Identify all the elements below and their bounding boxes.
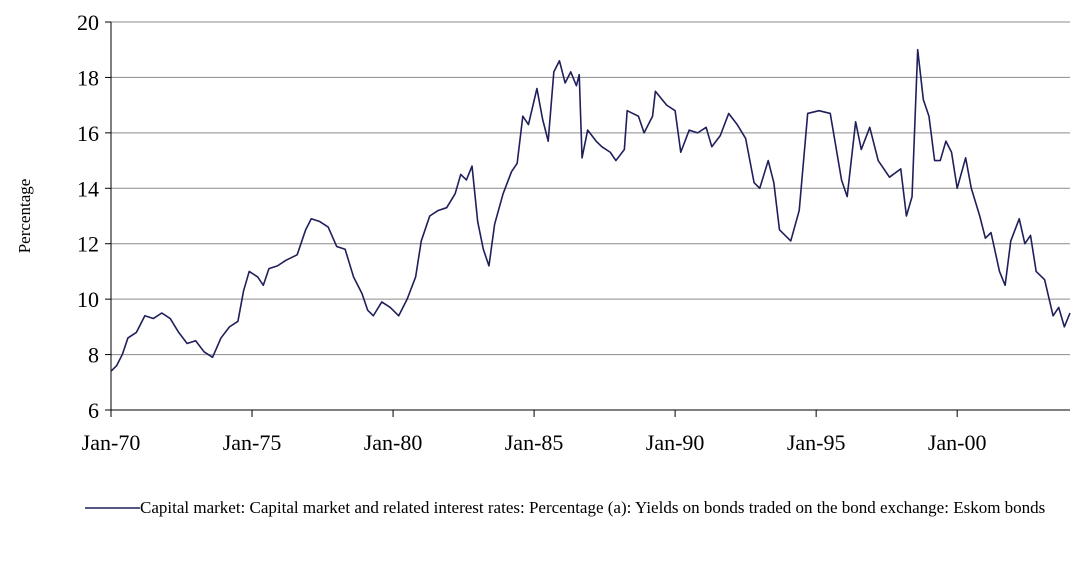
- y-tick-label: 10: [77, 287, 99, 312]
- x-tick-label: Jan-70: [82, 430, 141, 455]
- x-tick-label: Jan-90: [646, 430, 705, 455]
- y-tick-label: 20: [77, 10, 99, 35]
- x-tick-label: Jan-85: [505, 430, 564, 455]
- x-tick-label: Jan-95: [787, 430, 846, 455]
- y-tick-label: 18: [77, 65, 99, 90]
- x-tick-label: Jan-80: [364, 430, 423, 455]
- legend: Capital market: Capital market and relat…: [140, 497, 1077, 557]
- legend-label: Capital market: Capital market and relat…: [140, 498, 1046, 517]
- y-tick-label: 16: [77, 121, 99, 146]
- y-axis-label: Percentage: [15, 179, 34, 254]
- y-tick-label: 8: [88, 343, 99, 368]
- y-tick-label: 6: [88, 398, 99, 423]
- x-tick-label: Jan-75: [223, 430, 282, 455]
- y-tick-label: 12: [77, 232, 99, 257]
- data-line: [110, 48, 1071, 372]
- y-tick-label: 14: [77, 176, 99, 201]
- x-tick-label: Jan-00: [928, 430, 987, 455]
